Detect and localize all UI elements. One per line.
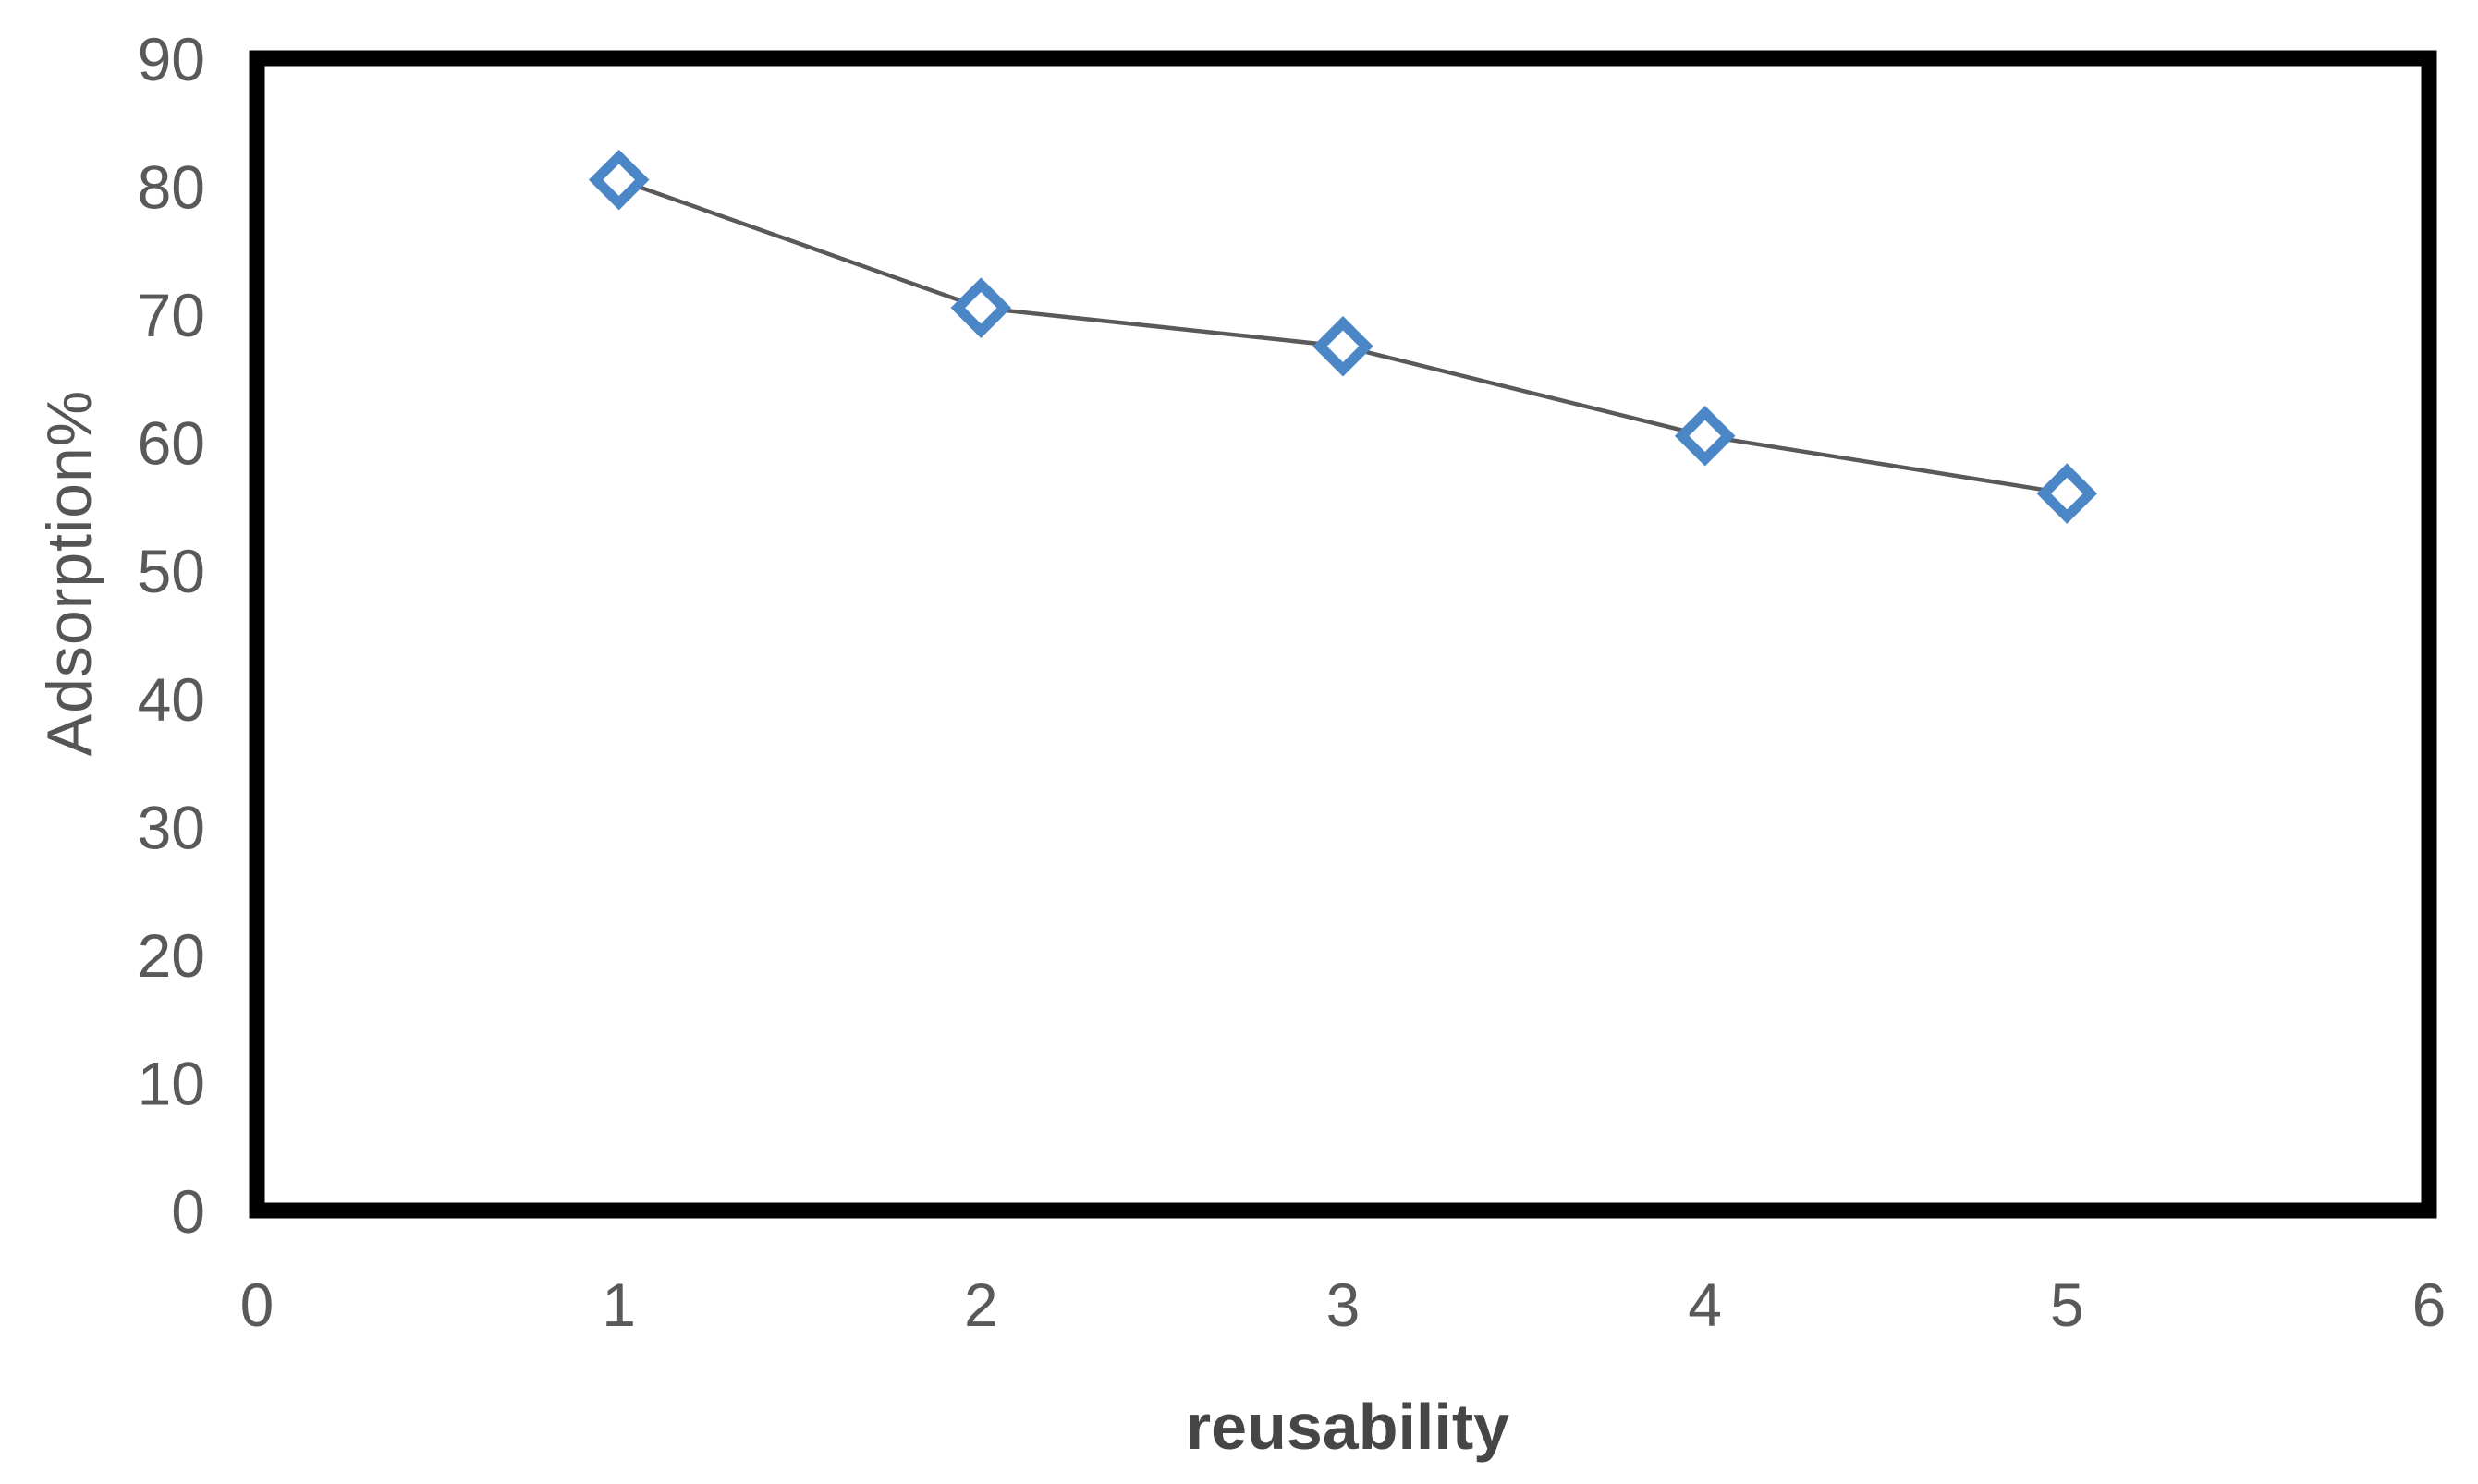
data-point-marker	[588, 149, 650, 211]
data-series-layer	[588, 149, 2098, 524]
y-tick-label: 70	[138, 281, 205, 349]
x-tick-label: 4	[1688, 1271, 1722, 1339]
x-axis-tick-labels: 0 1 2 3 4 5 6	[240, 1271, 2447, 1339]
data-point-marker	[2036, 463, 2098, 524]
x-tick-label: 2	[964, 1271, 998, 1339]
y-tick-label: 30	[138, 793, 205, 861]
y-axis-title: Adsorption%	[34, 390, 104, 757]
y-tick-label: 40	[138, 665, 205, 734]
y-tick-label: 80	[138, 153, 205, 222]
y-tick-label: 60	[138, 409, 205, 478]
y-tick-label: 0	[171, 1177, 205, 1246]
x-tick-label: 0	[240, 1271, 275, 1339]
x-tick-label: 1	[602, 1271, 636, 1339]
data-point-marker	[950, 277, 1012, 338]
x-tick-label: 3	[1326, 1271, 1361, 1339]
y-tick-label: 50	[138, 537, 205, 605]
x-tick-label: 6	[2412, 1271, 2447, 1339]
plot-area-border	[249, 50, 2437, 1219]
data-point-marker	[1674, 405, 1736, 467]
y-tick-label: 10	[138, 1049, 205, 1117]
y-tick-label: 20	[138, 921, 205, 990]
y-axis-tick-labels: 0 10 20 30 40 50 60 70 80 90	[138, 25, 205, 1246]
x-tick-label: 5	[2050, 1271, 2084, 1339]
data-point-marker	[1312, 315, 1373, 377]
x-axis-title: reusability	[1186, 1391, 1509, 1463]
y-tick-label: 90	[138, 25, 205, 93]
